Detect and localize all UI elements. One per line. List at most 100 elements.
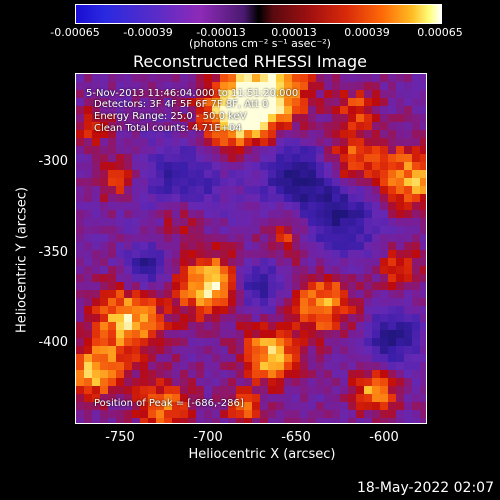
heatmap-cell: [388, 338, 396, 346]
heatmap-cell: [236, 138, 244, 146]
heatmap-cell: [204, 146, 212, 154]
heatmap-cell: [76, 162, 84, 170]
heatmap-cell: [268, 338, 276, 346]
heatmap-cell: [260, 98, 268, 106]
heatmap-cell: [276, 410, 284, 418]
heatmap-cell: [92, 138, 100, 146]
heatmap-cell: [212, 306, 220, 314]
heatmap-cell: [100, 194, 108, 202]
heatmap-cell: [324, 394, 332, 402]
heatmap-cell: [324, 242, 332, 250]
heatmap-cell: [356, 170, 364, 178]
heatmap-cell: [420, 362, 426, 370]
heatmap-cell: [236, 410, 244, 418]
heatmap-cell: [412, 250, 420, 258]
heatmap-cell: [172, 370, 180, 378]
heatmap-cell: [124, 338, 132, 346]
heatmap-cell: [348, 362, 356, 370]
heatmap-cell: [212, 226, 220, 234]
heatmap-cell: [100, 74, 108, 82]
heatmap-cell: [100, 266, 108, 274]
heatmap-cell: [204, 170, 212, 178]
heatmap-cell: [108, 186, 116, 194]
heatmap-cell: [180, 298, 188, 306]
heatmap-cell: [148, 298, 156, 306]
heatmap-cell: [396, 226, 404, 234]
heatmap-cell: [380, 410, 388, 418]
heatmap-cell: [196, 298, 204, 306]
heatmap-cell: [356, 146, 364, 154]
heatmap-cell: [348, 354, 356, 362]
heatmap-cell: [220, 154, 228, 162]
heatmap-cell: [92, 314, 100, 322]
heatmap-cell: [292, 226, 300, 234]
heatmap-cell: [284, 378, 292, 386]
heatmap-cell: [76, 346, 84, 354]
heatmap-cell: [364, 386, 372, 394]
heatmap-cell: [92, 114, 100, 122]
heatmap-cell: [164, 154, 172, 162]
heatmap-cell: [372, 346, 380, 354]
heatmap-cell: [356, 298, 364, 306]
heatmap-cell: [276, 306, 284, 314]
heatmap-cell: [180, 290, 188, 298]
heatmap-cell: [420, 98, 426, 106]
heatmap-cell: [404, 178, 412, 186]
heatmap-cell: [396, 322, 404, 330]
heatmap-cell: [388, 274, 396, 282]
heatmap-cell: [108, 298, 116, 306]
heatmap-cell: [204, 106, 212, 114]
heatmap-cell: [132, 234, 140, 242]
heatmap-cell: [252, 354, 260, 362]
heatmap-cell: [76, 370, 84, 378]
heatmap-cell: [156, 114, 164, 122]
heatmap-cell: [204, 194, 212, 202]
heatmap-cell: [388, 362, 396, 370]
heatmap-cell: [340, 194, 348, 202]
heatmap-cell: [212, 154, 220, 162]
heatmap-cell: [404, 370, 412, 378]
heatmap-cell: [284, 266, 292, 274]
heatmap-cell: [84, 250, 92, 258]
heatmap-cell: [260, 402, 268, 410]
heatmap-cell: [300, 394, 308, 402]
heatmap-cell: [404, 186, 412, 194]
heatmap-cell: [164, 250, 172, 258]
heatmap-cell: [364, 370, 372, 378]
heatmap-cell: [228, 370, 236, 378]
heatmap-cell: [404, 146, 412, 154]
heatmap-cell: [140, 178, 148, 186]
heatmap-cell: [340, 338, 348, 346]
heatmap-cell: [108, 330, 116, 338]
heatmap-cell: [348, 322, 356, 330]
heatmap-cell: [204, 346, 212, 354]
heatmap-cell: [132, 338, 140, 346]
heatmap-cell: [284, 146, 292, 154]
heatmap-cell: [260, 218, 268, 226]
heatmap-cell: [156, 362, 164, 370]
colorbar-tick: -0.00065: [50, 26, 100, 39]
heatmap-cell: [172, 106, 180, 114]
heatmap-cell: [396, 274, 404, 282]
heatmap-cell: [132, 394, 140, 402]
heatmap-cell: [212, 186, 220, 194]
heatmap-cell: [380, 330, 388, 338]
heatmap-cell: [156, 234, 164, 242]
heatmap-cell: [204, 122, 212, 130]
heatmap-cell: [332, 306, 340, 314]
heatmap-cell: [356, 322, 364, 330]
heatmap-cell: [284, 306, 292, 314]
heatmap-cell: [244, 162, 252, 170]
heatmap-cell: [332, 298, 340, 306]
heatmap-cell: [132, 178, 140, 186]
heatmap-cell: [364, 242, 372, 250]
heatmap-cell: [332, 354, 340, 362]
heatmap-cell: [300, 242, 308, 250]
heatmap-cell: [84, 74, 92, 82]
heatmap-cell: [84, 354, 92, 362]
heatmap-cell: [116, 354, 124, 362]
heatmap-cell: [108, 242, 116, 250]
heatmap-cell: [236, 202, 244, 210]
heatmap-cell: [228, 314, 236, 322]
heatmap-cell: [236, 290, 244, 298]
